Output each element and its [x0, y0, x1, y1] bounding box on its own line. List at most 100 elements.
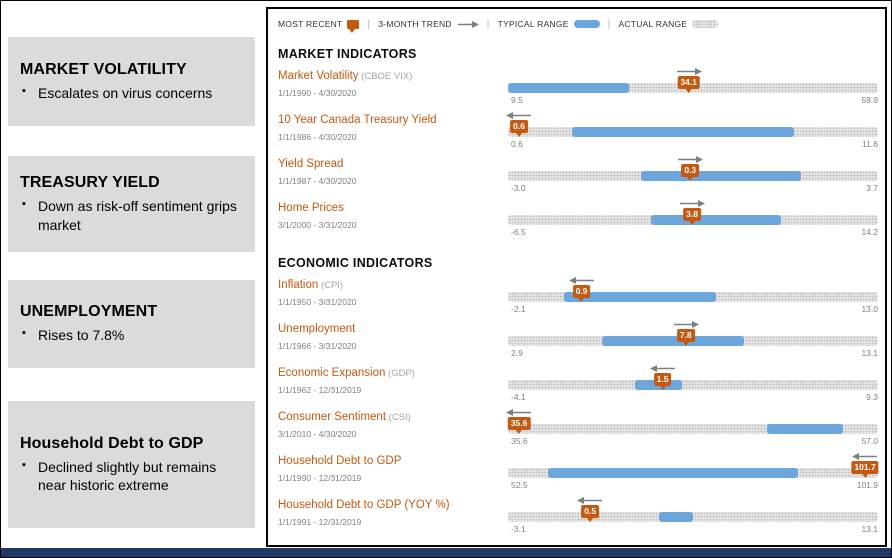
callout-bullet-list: Down as risk-off sentiment grips market: [20, 197, 243, 234]
indicator-row: Home Prices 3/1/2000 - 3/31/2020 3.8 -6.5 14…: [268, 200, 885, 244]
legend-label: ACTUAL RANGE: [618, 19, 688, 29]
callout-bullet: Declined slightly but remains near histo…: [20, 458, 243, 495]
trend-arrow-icon: [457, 20, 479, 29]
indicator-qualifier: (CBOE VIX): [358, 71, 413, 82]
indicator-range-chart: 0.3 -3.0 3.7: [508, 156, 878, 200]
indicator-name: Economic Expansion (GDP): [278, 367, 415, 379]
actual-range-bar: [508, 424, 878, 434]
indicator-row: Market Volatility (CBOE VIX) 1/1/1990 - 4…: [268, 68, 885, 112]
most-recent-value-badge: 34.1: [677, 76, 700, 92]
range-min-label: 9.5: [511, 95, 523, 105]
indicators-body: MARKET INDICATORS Market Volatility (CBOE…: [268, 47, 885, 541]
legend-item-typical-range: TYPICAL RANGE: [498, 19, 600, 29]
most-recent-value-badge: 101.7: [851, 461, 879, 477]
indicator-qualifier: (GDP): [385, 368, 415, 379]
range-max-label: 13.1: [861, 348, 878, 358]
range-max-label: 9.3: [866, 392, 878, 402]
range-min-label: 0.6: [511, 139, 523, 149]
legend: MOST RECENT | 3-MONTH TREND | TYPICAL RANGE |…: [268, 9, 885, 35]
range-min-label: -3.1: [511, 524, 526, 534]
indicator-date-range: 1/1/1986 - 4/30/2020: [278, 132, 357, 142]
indicator-row: Unemployment 1/1/1966 - 3/31/2020 7.8 2.9 13…: [268, 321, 885, 365]
most-recent-value-badge: 3.8: [683, 208, 702, 224]
legend-label: MOST RECENT: [278, 19, 343, 29]
indicator-qualifier: (CPI): [318, 280, 344, 291]
range-min-label: -3.0: [511, 183, 526, 193]
callout-title: Household Debt to GDP: [20, 434, 204, 452]
trend-arrow-right: [677, 155, 704, 164]
legend-item-actual-range: ACTUAL RANGE: [618, 19, 719, 29]
indicator-name: Household Debt to GDP (YOY %): [278, 499, 450, 511]
typical-range-bar: [564, 292, 717, 302]
trend-arrow-left: [577, 496, 603, 505]
indicator-row: Economic Expansion (GDP) 1/1/1962 - 12/31…: [268, 365, 885, 409]
indicator-qualifier: (CSI): [386, 412, 411, 423]
callout-bullet: Rises to 7.8%: [20, 326, 243, 344]
footer-accent-bar: [1, 548, 891, 557]
indicator-range-chart: 0.5 -3.1 13.1: [508, 497, 878, 541]
range-max-label: 3.7: [866, 183, 878, 193]
range-max-label: 13.0: [861, 304, 878, 314]
indicator-date-range: 1/1/1962 - 12/31/2019: [278, 385, 362, 395]
range-max-label: 13.1: [861, 524, 878, 534]
indicator-row: Household Debt to GDP 1/1/1990 - 12/31/20…: [268, 453, 885, 497]
most-recent-marker-icon: [347, 19, 360, 33]
indicator-name: Yield Spread: [278, 158, 344, 170]
legend-separator: |: [486, 18, 490, 30]
indicator-name: Unemployment: [278, 323, 356, 335]
indicator-date-range: 1/1/1950 - 3/31/2020: [278, 297, 357, 307]
typical-range-bar: [547, 468, 798, 478]
legend-item-most-recent: MOST RECENT: [278, 19, 360, 33]
indicator-name: Home Prices: [278, 202, 344, 214]
callout-title: UNEMPLOYMENT: [20, 303, 158, 321]
range-min-label: 52.5: [511, 480, 528, 490]
typical-range-bar: [571, 127, 794, 137]
indicator-date-range: 1/1/1966 - 3/31/2020: [278, 341, 357, 351]
legend-separator: |: [607, 18, 611, 30]
indicator-range-chart: 7.8 2.9 13.1: [508, 321, 878, 365]
typical-range-bar: [767, 424, 844, 434]
section-heading: MARKET INDICATORS: [278, 47, 417, 61]
range-min-label: -2.1: [511, 304, 526, 314]
indicator-date-range: 1/1/1990 - 12/31/2019: [278, 473, 362, 483]
range-min-label: -6.5: [511, 227, 526, 237]
range-max-label: 14.2: [861, 227, 878, 237]
indicator-date-range: 1/1/1987 - 4/30/2020: [278, 176, 357, 186]
range-max-label: 11.6: [862, 139, 878, 149]
actual-range-swatch-icon: [692, 20, 719, 28]
callout-bullet: Escalates on virus concerns: [20, 84, 243, 102]
typical-range-bar: [650, 215, 782, 225]
range-max-label: 59.9: [861, 95, 878, 105]
indicator-row: Inflation (CPI) 1/1/1950 - 3/31/2020 0.9 -2…: [268, 277, 885, 321]
indicator-range-chart: 101.7 52.5 101.9: [508, 452, 879, 497]
indicator-row: Yield Spread 1/1/1987 - 4/30/2020 0.3 -3.0 3…: [268, 156, 885, 200]
callout-bullet: Down as risk-off sentiment grips market: [20, 197, 243, 234]
callout-treasury-yield: TREASURY YIELD Down as risk-off sentimen…: [8, 156, 255, 252]
range-max-label: 101.9: [856, 480, 878, 490]
indicator-range-chart: 35.6 35.6 57.0: [506, 409, 878, 453]
indicators-panel: MOST RECENT | 3-MONTH TREND | TYPICAL RANGE |…: [266, 7, 887, 547]
typical-range-bar: [602, 336, 744, 346]
actual-range-bar: [508, 512, 878, 522]
typical-range-bar: [508, 83, 630, 93]
indicator-date-range: 1/1/1991 - 12/31/2019: [278, 517, 362, 527]
trend-arrow-left: [852, 452, 878, 461]
legend-item-trend: 3-MONTH TREND: [378, 19, 479, 29]
indicator-range-chart: 34.1 9.5 59.9: [508, 68, 878, 112]
most-recent-value-badge: 0.6: [510, 120, 529, 136]
range-min-label: -4.1: [511, 392, 526, 402]
typical-range-swatch-icon: [573, 20, 600, 28]
indicator-date-range: 1/1/1990 - 4/30/2020: [278, 88, 357, 98]
callout-bullet-list: Declined slightly but remains near histo…: [20, 458, 243, 495]
indicator-row: 10 Year Canada Treasury Yield 1/1/1986 - …: [268, 112, 885, 156]
indicator-name: Market Volatility (CBOE VIX): [278, 70, 413, 82]
most-recent-value-badge: 1.5: [653, 373, 672, 389]
indicator-date-range: 3/1/2000 - 3/31/2020: [278, 220, 357, 230]
trend-arrow-right: [679, 199, 706, 208]
callout-title: TREASURY YIELD: [20, 174, 160, 192]
typical-range-bar: [640, 171, 801, 181]
indicator-range-chart: 3.8 -6.5 14.2: [508, 200, 878, 244]
trend-arrow-left: [506, 111, 532, 120]
typical-range-bar: [658, 512, 693, 522]
